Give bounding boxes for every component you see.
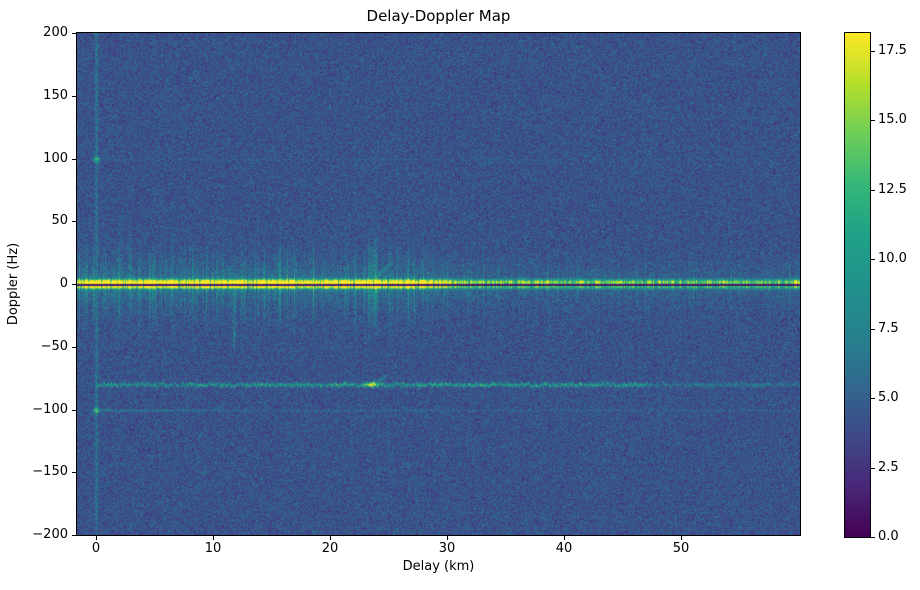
x-tick-label: 30 [438,541,456,556]
y-tick-mark [72,347,76,348]
x-tick-mark [447,536,448,540]
colorbar-tick-mark [871,120,875,121]
colorbar-tick-mark [871,468,875,469]
y-tick-mark [72,221,76,222]
y-tick-label: 200 [43,25,68,40]
x-tick-label: 20 [321,541,339,556]
y-tick-label: 150 [43,88,68,103]
colorbar-tick-mark [871,398,875,399]
y-tick-label: −50 [40,339,68,354]
y-tick-label: −100 [32,402,68,417]
x-tick-mark [681,536,682,540]
colorbar-tick-mark [871,329,875,330]
y-tick-label: −150 [32,464,68,479]
x-tick-mark [213,536,214,540]
chart-title: Delay-Doppler Map [366,7,511,25]
x-tick-label: 50 [672,541,690,556]
colorbar-tick-mark [871,537,875,538]
x-tick-label: 40 [555,541,573,556]
heatmap-canvas [77,33,800,535]
colorbar-tick-label: 17.5 [878,43,907,58]
plot-area [76,32,801,536]
x-tick-label: 0 [91,541,101,556]
y-tick-label: 50 [51,213,68,228]
colorbar-gradient-canvas [845,33,870,537]
y-tick-label: 0 [59,276,68,291]
y-tick-label: 100 [43,151,68,166]
colorbar-tick-label: 15.0 [878,112,907,127]
y-tick-mark [72,96,76,97]
y-tick-mark [72,472,76,473]
colorbar-tick-mark [871,190,875,191]
colorbar-tick-label: 2.5 [878,460,899,475]
y-tick-mark [72,410,76,411]
y-tick-mark [72,33,76,34]
y-tick-mark [72,284,76,285]
colorbar-tick-label: 10.0 [878,251,907,266]
x-tick-label: 10 [204,541,222,556]
colorbar-tick-label: 7.5 [878,321,899,336]
colorbar-tick-mark [871,51,875,52]
y-tick-label: −200 [32,527,68,542]
colorbar [844,32,871,538]
y-axis-label: Doppler (Hz) [6,242,21,326]
x-tick-mark [96,536,97,540]
y-tick-mark [72,535,76,536]
x-tick-mark [330,536,331,540]
y-tick-mark [72,159,76,160]
x-axis-label: Delay (km) [402,559,475,574]
colorbar-tick-label: 0.0 [878,529,899,544]
x-tick-mark [564,536,565,540]
colorbar-tick-label: 12.5 [878,182,907,197]
colorbar-tick-label: 5.0 [878,390,899,405]
colorbar-tick-mark [871,259,875,260]
